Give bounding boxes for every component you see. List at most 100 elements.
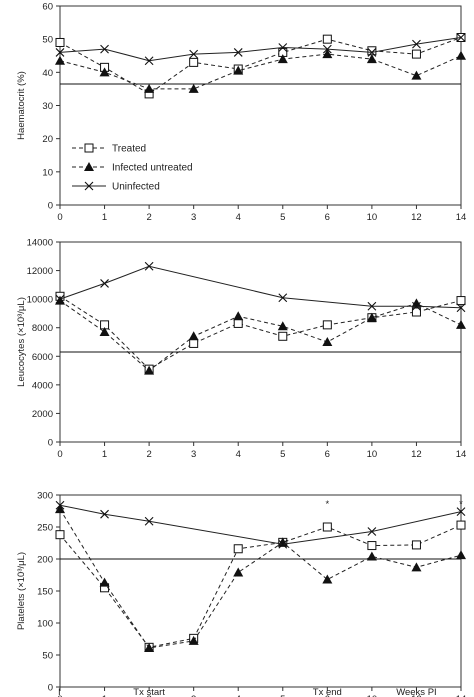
panel-1-ytick-label-0: 0 bbox=[48, 201, 53, 212]
panel-2-series-line-uninfected bbox=[59, 265, 462, 309]
panel-3-xtick-label-0: 0 bbox=[57, 694, 62, 697]
panel-2-infected-untreated-point-1 bbox=[99, 327, 110, 336]
panel-2-treated-point-3 bbox=[189, 338, 199, 348]
panel-3-treated-point-0 bbox=[55, 530, 65, 540]
panel-1-xtick-label-5: 5 bbox=[280, 212, 285, 223]
panel-3-uninfected-point-5 bbox=[278, 539, 288, 549]
panel-2-series-line-treated bbox=[59, 295, 462, 370]
panel-1-ytick-label-5: 50 bbox=[42, 35, 53, 46]
panel-2-ylabel: Leucocytes (×10³/μL) bbox=[16, 297, 27, 387]
panel-1-xtick-label-9: 14 bbox=[456, 212, 467, 223]
legend-label-2: Uninfected bbox=[112, 182, 160, 193]
panel-3-xtick-label-5: 5 bbox=[280, 694, 285, 697]
panel-3-treated-point-4 bbox=[233, 544, 243, 554]
panel-3-xtick-label-4: 4 bbox=[236, 694, 241, 697]
bottom-label-1: Tx start bbox=[133, 687, 165, 697]
panel-2-infected-untreated-point-4 bbox=[233, 311, 244, 321]
panel-3-treated-point-6 bbox=[322, 522, 332, 532]
panel-1-uninfected-point-1 bbox=[100, 44, 109, 54]
panel-2-ytick-label-7: 14000 bbox=[27, 238, 53, 249]
panel-3-uninfected-point-0 bbox=[55, 500, 65, 510]
panel-1-infected-untreated-point-10 bbox=[366, 54, 377, 64]
panel-2-xtick-label-8: 12 bbox=[411, 449, 422, 460]
panel-3-ytick-label-5: 250 bbox=[37, 523, 53, 534]
panel-2-infected-untreated-point-14 bbox=[456, 319, 466, 329]
panel-1-uninfected-point-14 bbox=[456, 33, 466, 42]
panel-2-xtick-label-5: 5 bbox=[280, 449, 285, 460]
panel-3-ytick-label-6: 300 bbox=[37, 491, 53, 502]
panel-1-uninfected-point-6 bbox=[322, 44, 332, 54]
panel-1-treated-point-3 bbox=[189, 57, 199, 67]
panel-1-series-line-treated bbox=[59, 37, 462, 95]
panel-3-infected-untreated-point-10 bbox=[366, 551, 377, 561]
panel-1-uninfected-point-3 bbox=[189, 49, 199, 59]
panel-2-uninfected-point-2 bbox=[144, 261, 154, 271]
panel-3-infected-untreated-point-4 bbox=[233, 567, 244, 577]
panel-2-ytick-label-5: 10000 bbox=[27, 295, 53, 306]
panel-1-infected-untreated-point-1 bbox=[99, 67, 110, 77]
panel-2-uninfected-point-10 bbox=[367, 301, 377, 311]
panel-3-uninfected-point-10 bbox=[367, 527, 377, 536]
panel-1-infected-untreated-point-14 bbox=[456, 50, 466, 60]
panel-2-xtick-label-1: 1 bbox=[102, 449, 107, 460]
panel-1-xtick-label-1: 1 bbox=[102, 212, 107, 223]
panel-1-treated-point-6 bbox=[322, 34, 332, 44]
panel-3-annotation-1: * bbox=[459, 499, 463, 510]
panel-1-ylabel: Haematocrit (%) bbox=[16, 71, 27, 140]
panel-2-ytick-label-2: 4000 bbox=[32, 380, 53, 391]
panel-1-xtick-label-4: 4 bbox=[236, 212, 241, 223]
panel-3-series-line-uninfected bbox=[59, 504, 462, 545]
panel-1-xtick-label-3: 3 bbox=[191, 212, 196, 223]
panel-1-infected-untreated-point-2 bbox=[144, 83, 155, 93]
panel-2-infected-untreated-point-5 bbox=[277, 321, 288, 331]
panel-1-xtick-label-8: 12 bbox=[411, 212, 422, 223]
panel-2-uninfected-point-14 bbox=[456, 303, 466, 313]
panel-3-ylabel: Platelets (×10³/μL) bbox=[16, 552, 27, 630]
panel-3-xtick-label-7: 10 bbox=[367, 694, 378, 697]
panel-1-xtick-label-2: 2 bbox=[146, 212, 151, 223]
legend: Treated Infected untreated Uninfected bbox=[72, 143, 193, 193]
panel-1-uninfected-point-2 bbox=[144, 56, 154, 66]
panel-1-treated-point-12 bbox=[411, 49, 421, 59]
panel-3-ytick-label-1: 50 bbox=[42, 651, 53, 662]
panel-3-uninfected-point-1 bbox=[100, 509, 109, 519]
panel-2-infected-untreated-point-2 bbox=[144, 365, 155, 375]
panel-2-ytick-label-4: 8000 bbox=[32, 323, 53, 334]
panel-2-uninfected-point-5 bbox=[278, 293, 288, 303]
bottom-label-2: Tx end bbox=[313, 687, 342, 697]
panel-3-ytick-label-2: 100 bbox=[37, 619, 53, 630]
panel-2-ytick-label-1: 2000 bbox=[32, 409, 53, 420]
panel-2-uninfected-point-1 bbox=[100, 279, 109, 288]
panel-3-infected-untreated-point-12 bbox=[411, 562, 422, 572]
panel-1-treated-point-0 bbox=[55, 37, 65, 47]
panel-2-infected-untreated-point-3 bbox=[188, 331, 199, 341]
panel-2-xtick-label-6: 6 bbox=[325, 449, 330, 460]
panel-2-frame bbox=[59, 241, 462, 443]
panel-3-treated-point-10 bbox=[367, 541, 377, 551]
panel-2-treated-point-4 bbox=[233, 318, 243, 328]
panel-1-infected-untreated-point-4 bbox=[233, 65, 244, 75]
legend-marker-2 bbox=[84, 181, 94, 191]
panel-2-infected-untreated-point-12 bbox=[411, 298, 422, 308]
panel-2-infected-untreated-point-10 bbox=[366, 312, 377, 322]
panel-1-uninfected-point-4 bbox=[233, 48, 243, 57]
panel-2-uninfected-point-12 bbox=[412, 301, 421, 311]
panel-2-xtick-label-7: 10 bbox=[367, 449, 378, 460]
panel-3-xtick-label-3: 3 bbox=[191, 694, 196, 697]
legend-marker-1 bbox=[84, 162, 94, 171]
panel-1-ytick-label-6: 60 bbox=[42, 2, 53, 13]
panel-2-treated-point-14 bbox=[456, 296, 466, 306]
bottom-label-3: Weeks PI bbox=[396, 687, 436, 697]
panel-3-ytick-label-3: 150 bbox=[37, 587, 53, 598]
panel-3-series-line-treated bbox=[59, 524, 462, 648]
panel-1-uninfected-point-5 bbox=[278, 43, 288, 52]
panel-1-xtick-label-6: 6 bbox=[325, 212, 330, 223]
panel-2-ytick-label-0: 0 bbox=[48, 438, 53, 449]
panel-2-uninfected-point-0 bbox=[55, 294, 65, 304]
panel-3-annotation-0: * bbox=[325, 499, 329, 510]
panel-2-treated-point-6 bbox=[322, 320, 332, 330]
panel-3-ytick-label-0: 0 bbox=[48, 683, 53, 694]
panel-2-ytick-label-6: 12000 bbox=[27, 266, 53, 277]
panel-2-xtick-label-9: 14 bbox=[456, 449, 467, 460]
